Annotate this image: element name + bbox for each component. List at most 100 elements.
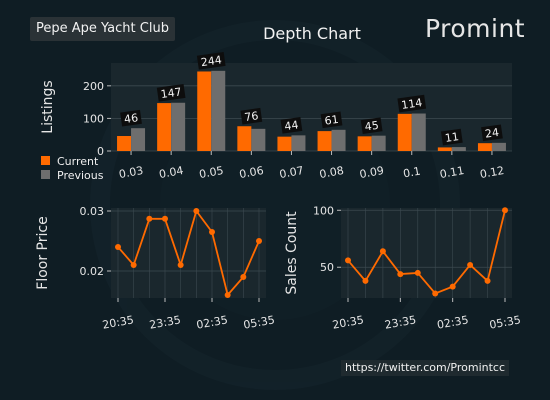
data-label-box xyxy=(320,111,343,129)
x-tick-label: 0.09 xyxy=(359,164,385,181)
bar-previous xyxy=(131,128,146,151)
data-label-box xyxy=(120,109,142,127)
series-line xyxy=(117,209,260,297)
y-axis-label: Floor Price xyxy=(35,216,51,289)
data-point xyxy=(432,290,439,297)
data-label-box xyxy=(397,94,427,113)
bar-current xyxy=(317,131,332,151)
data-label: 24 xyxy=(484,126,500,141)
x-tick-label: 23:35 xyxy=(148,313,181,331)
bar-current xyxy=(357,136,372,151)
data-point xyxy=(193,208,200,214)
legend-label: Previous xyxy=(57,169,104,182)
legend-label: Current xyxy=(57,155,99,168)
x-tick-label: 05:35 xyxy=(242,313,275,331)
data-point xyxy=(397,271,404,278)
data-label-box xyxy=(481,124,503,142)
sales-count-line-chart: 50 100 Sales Count 20:35 23:35 02:35 05:35 xyxy=(284,204,522,331)
data-label-box xyxy=(240,107,263,125)
bar-current xyxy=(197,71,212,151)
data-label: 76 xyxy=(244,109,260,124)
data-label: 61 xyxy=(324,113,340,128)
y-tick-label: 100 xyxy=(313,204,334,217)
x-tick-label: 20:35 xyxy=(101,313,134,331)
data-point xyxy=(162,215,168,222)
bar-previous xyxy=(251,128,266,151)
x-tick-label: 0.07 xyxy=(278,164,304,181)
data-point xyxy=(467,261,474,268)
data-point xyxy=(502,207,508,214)
y-axis-label: Listings xyxy=(40,80,56,133)
y-tick-label: 0 xyxy=(97,145,104,158)
data-point xyxy=(362,277,369,284)
bar-previous xyxy=(411,113,426,151)
bar-previous xyxy=(491,142,506,151)
x-tick-label: 0.03 xyxy=(118,164,144,181)
data-point xyxy=(414,269,421,276)
data-point xyxy=(240,274,247,280)
data-label-box xyxy=(196,52,226,70)
chart-title: Depth Chart xyxy=(263,24,361,43)
bar-previous xyxy=(331,129,346,151)
data-point xyxy=(379,248,386,255)
bar-previous xyxy=(371,135,386,151)
x-tick-label: 23:35 xyxy=(384,313,417,331)
x-tick-label: 02:35 xyxy=(195,313,228,331)
collection-name-badge: Pepe Ape Yacht Club xyxy=(30,17,175,41)
data-label: 44 xyxy=(284,118,300,133)
data-point xyxy=(130,262,137,268)
bar-current xyxy=(437,147,452,151)
data-label: 45 xyxy=(364,119,380,134)
x-tick-label: 0.08 xyxy=(318,164,344,181)
data-point xyxy=(345,257,351,264)
x-tick-label: 0.11 xyxy=(439,164,465,181)
twitter-link[interactable]: https://twitter.com/Promintcc xyxy=(341,360,509,376)
x-tick-label: 0.04 xyxy=(158,164,184,181)
data-point xyxy=(224,292,231,298)
depth-bar-chart: 0 100 200 Listings 46 0.03 147 0.04 244 0.05 76 0.0… xyxy=(40,52,512,182)
data-point xyxy=(449,283,456,290)
bar-current xyxy=(277,136,292,151)
y-tick-label: 50 xyxy=(320,261,334,274)
x-tick-label: 0.05 xyxy=(198,164,224,181)
x-tick-label: 20:35 xyxy=(331,313,364,331)
bar-current xyxy=(477,143,492,151)
data-label-box xyxy=(280,117,303,134)
y-axis-label: Sales Count xyxy=(284,211,300,295)
bar-previous xyxy=(451,147,466,151)
bar-previous xyxy=(211,70,226,151)
data-label: 147 xyxy=(160,85,183,101)
data-label-box xyxy=(360,117,383,135)
x-tick-label: 05:35 xyxy=(488,313,521,331)
bar-current xyxy=(117,136,132,151)
data-point xyxy=(484,277,491,284)
data-label: 11 xyxy=(444,130,460,145)
data-label-box xyxy=(156,83,186,102)
data-label: 46 xyxy=(123,111,139,126)
data-label: 244 xyxy=(200,53,223,69)
bar-current xyxy=(157,103,172,151)
data-point xyxy=(256,238,262,244)
x-tick-label: 0.12 xyxy=(479,164,505,181)
bar-previous xyxy=(171,102,186,151)
x-tick-label: 0.1 xyxy=(402,165,421,181)
data-point xyxy=(146,215,153,222)
y-tick-label: 100 xyxy=(83,112,104,125)
data-label: 114 xyxy=(401,96,424,112)
y-tick-label: 0.03 xyxy=(80,205,105,218)
plot-area xyxy=(111,208,266,298)
x-tick-label: 0.06 xyxy=(238,164,264,181)
bar-current xyxy=(397,113,412,151)
data-label-box xyxy=(440,128,463,146)
y-tick-label: 0.02 xyxy=(80,265,105,278)
bar-current xyxy=(237,126,252,151)
x-tick-label: 02:35 xyxy=(436,313,469,331)
bar-previous xyxy=(291,135,306,151)
brand-logo: Promint xyxy=(425,14,526,43)
floor-price-line-chart: 0.02 0.03 Floor Price 20:35 23:35 02:35 05:35 xyxy=(35,205,276,332)
legend-swatch xyxy=(41,156,50,165)
y-tick-label: 200 xyxy=(83,80,104,93)
data-point xyxy=(209,229,215,235)
data-point xyxy=(115,244,121,250)
